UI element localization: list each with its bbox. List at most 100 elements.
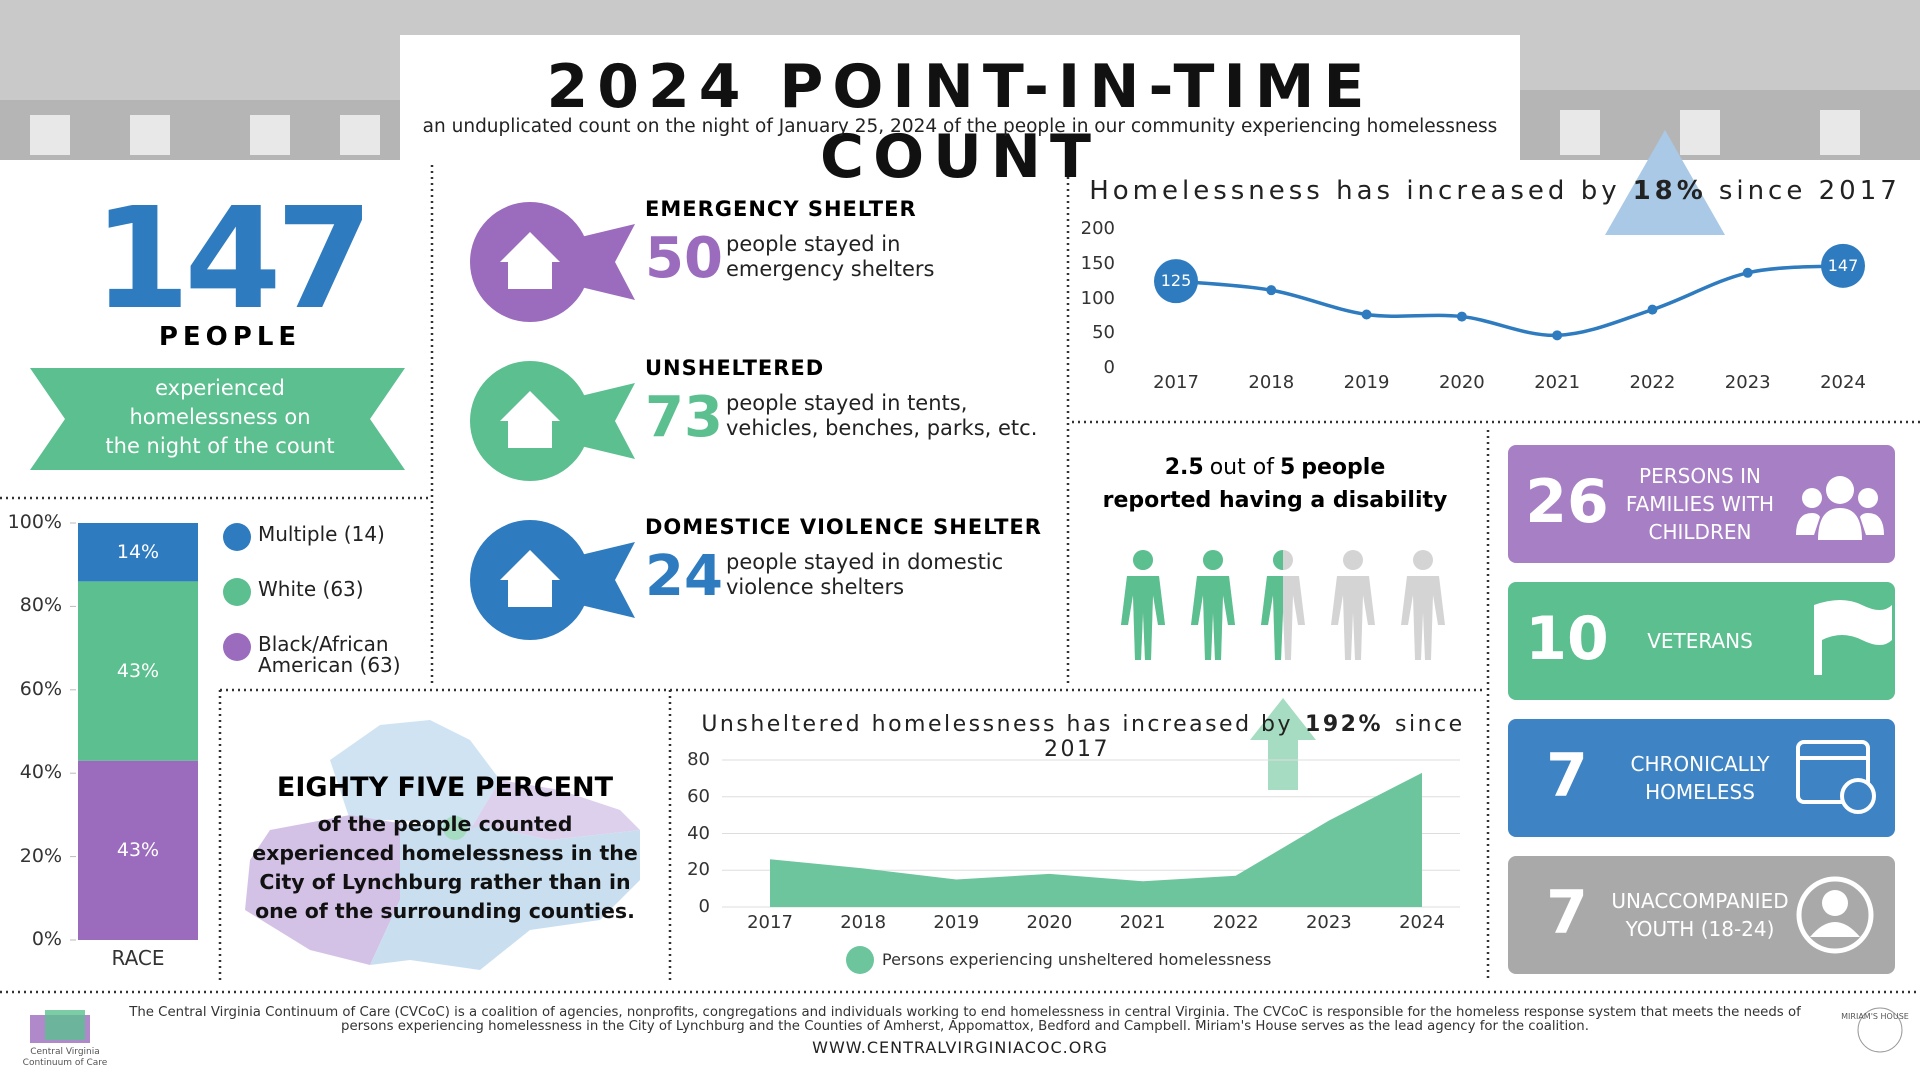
shelter-title: UNSHELTERED	[645, 356, 825, 380]
ribbon-text: experienced	[155, 376, 285, 400]
pict-text: out of	[1209, 455, 1274, 480]
legend-label: Persons experiencing unsheltered homeles…	[882, 950, 1272, 969]
y-tick-label: 0	[1103, 357, 1115, 378]
pict-max: 5	[1279, 455, 1296, 480]
head	[1133, 550, 1153, 570]
shelter-value: 73	[645, 385, 723, 450]
x-tick-label: 2023	[1724, 372, 1771, 393]
shelter-text: people stayed in tents,	[726, 391, 968, 415]
shelter-house	[500, 550, 560, 607]
x-tick-label: 2020	[1026, 912, 1073, 933]
map-text: City of Lynchburg rather than in	[259, 870, 631, 894]
point-label: 125	[1160, 271, 1192, 291]
y-tick-label: 150	[1080, 252, 1115, 274]
footer-url: WWW.CENTRALVIRGINIACOC.ORG	[812, 1038, 1108, 1057]
total-number: 147	[92, 178, 373, 341]
line	[1175, 264, 1844, 338]
shelter-text: people stayed in domestic	[726, 550, 1004, 574]
figure	[1331, 550, 1375, 660]
bar-segment	[78, 760, 198, 940]
map-text: of the people counted	[317, 812, 573, 836]
title-part: Homelessness has increased by	[1089, 176, 1621, 206]
y-tick-label: 20%	[19, 844, 62, 867]
point	[1742, 267, 1753, 278]
figure-fill	[1121, 550, 1165, 660]
logo-text: Central Virginia	[30, 1047, 100, 1057]
x-tick-label: 2024	[1399, 912, 1445, 933]
bar-segment	[78, 581, 198, 761]
point	[1647, 304, 1658, 315]
head	[1343, 550, 1363, 570]
stat-box	[1508, 856, 1895, 974]
stat-label: VETERANS	[1647, 629, 1753, 653]
shelter-text: violence shelters	[726, 575, 905, 599]
legend-label: White (63)	[258, 577, 364, 601]
x-tick-label: 2019	[933, 912, 980, 933]
x-tick-label: 2022	[1629, 372, 1676, 393]
map	[245, 720, 640, 970]
body	[1261, 576, 1283, 660]
ribbon	[30, 368, 405, 470]
ribbon-text: the night of the count	[105, 434, 335, 458]
bar-label: 14%	[116, 541, 160, 564]
increase-triangle	[1605, 130, 1725, 235]
figure	[1261, 550, 1305, 660]
stat-value: 7	[1546, 878, 1588, 948]
body	[1191, 576, 1235, 660]
x-tick-label: 2017	[1153, 372, 1199, 393]
stat-box	[1508, 582, 1895, 700]
x-tick-label: 2019	[1343, 372, 1390, 393]
x-tick-label: 2018	[1248, 372, 1295, 393]
stat-value: 10	[1525, 604, 1609, 674]
shelter-house	[500, 391, 560, 448]
x-tick-label: 2017	[747, 912, 793, 933]
x-tick-label: 2024	[1820, 372, 1866, 393]
legend-swatch	[223, 523, 251, 551]
y-tick-label: 80	[687, 749, 710, 770]
title: 2024 POINT-IN-TIME COUNT	[546, 52, 1374, 192]
legend-label: Multiple (14)	[258, 522, 385, 546]
shelter-text: vehicles, benches, parks, etc.	[726, 416, 1038, 440]
shelter-title: DOMESTICE VIOLENCE SHELTER	[645, 515, 1042, 539]
body	[1401, 576, 1445, 660]
point	[1456, 311, 1467, 322]
stat-label: PERSONS IN FAMILIES WITH CHILDREN	[1625, 464, 1775, 544]
y-tick-label: 80%	[19, 594, 62, 617]
y-tick-label: 40%	[19, 761, 62, 784]
x-tick-label: RACE	[111, 946, 165, 970]
legend-swatch	[223, 633, 251, 661]
stat-icons	[30, 476, 1903, 1053]
figure	[1401, 550, 1445, 660]
title-part: 18%	[1632, 176, 1707, 206]
map-text: one of the surrounding counties.	[255, 899, 635, 923]
point	[1821, 243, 1865, 288]
x-tick-label: 2020	[1438, 372, 1485, 393]
shelter-text: emergency shelters	[726, 257, 935, 281]
pict-text: reported having a disability	[1102, 488, 1448, 513]
stat-value: 7	[1546, 741, 1588, 811]
y-tick-label: 100%	[7, 511, 62, 533]
legend-label: Black/African American (63)	[258, 632, 401, 677]
point	[1266, 285, 1277, 296]
map-title: EIGHTY FIVE PERCENT	[276, 772, 614, 803]
figure-fill	[1261, 550, 1283, 660]
shelter-house	[500, 232, 560, 289]
x-tick-label: 2023	[1305, 912, 1352, 933]
legend-swatch	[223, 578, 251, 606]
point	[1552, 330, 1563, 341]
pict-text: 2.5 out of 5 people	[1075, 455, 1475, 480]
title-part: since 2017	[1718, 176, 1901, 206]
ribbon-text: homelessness on	[129, 405, 311, 429]
head	[1203, 550, 1223, 570]
shelter-title: EMERGENCY SHELTER	[645, 197, 917, 221]
footer-text: The Central Virginia Continuum of Care (…	[129, 1005, 1801, 1034]
y-tick-label: 40	[687, 822, 710, 844]
y-tick-label: 0%	[31, 928, 62, 950]
title-part: since 2017	[1044, 712, 1465, 762]
point	[1361, 309, 1372, 320]
area-title: Unsheltered homelessness has increased b…	[680, 712, 1480, 762]
dividers	[0, 165, 1920, 994]
increase-arrow	[1250, 698, 1316, 790]
head	[1273, 550, 1283, 570]
